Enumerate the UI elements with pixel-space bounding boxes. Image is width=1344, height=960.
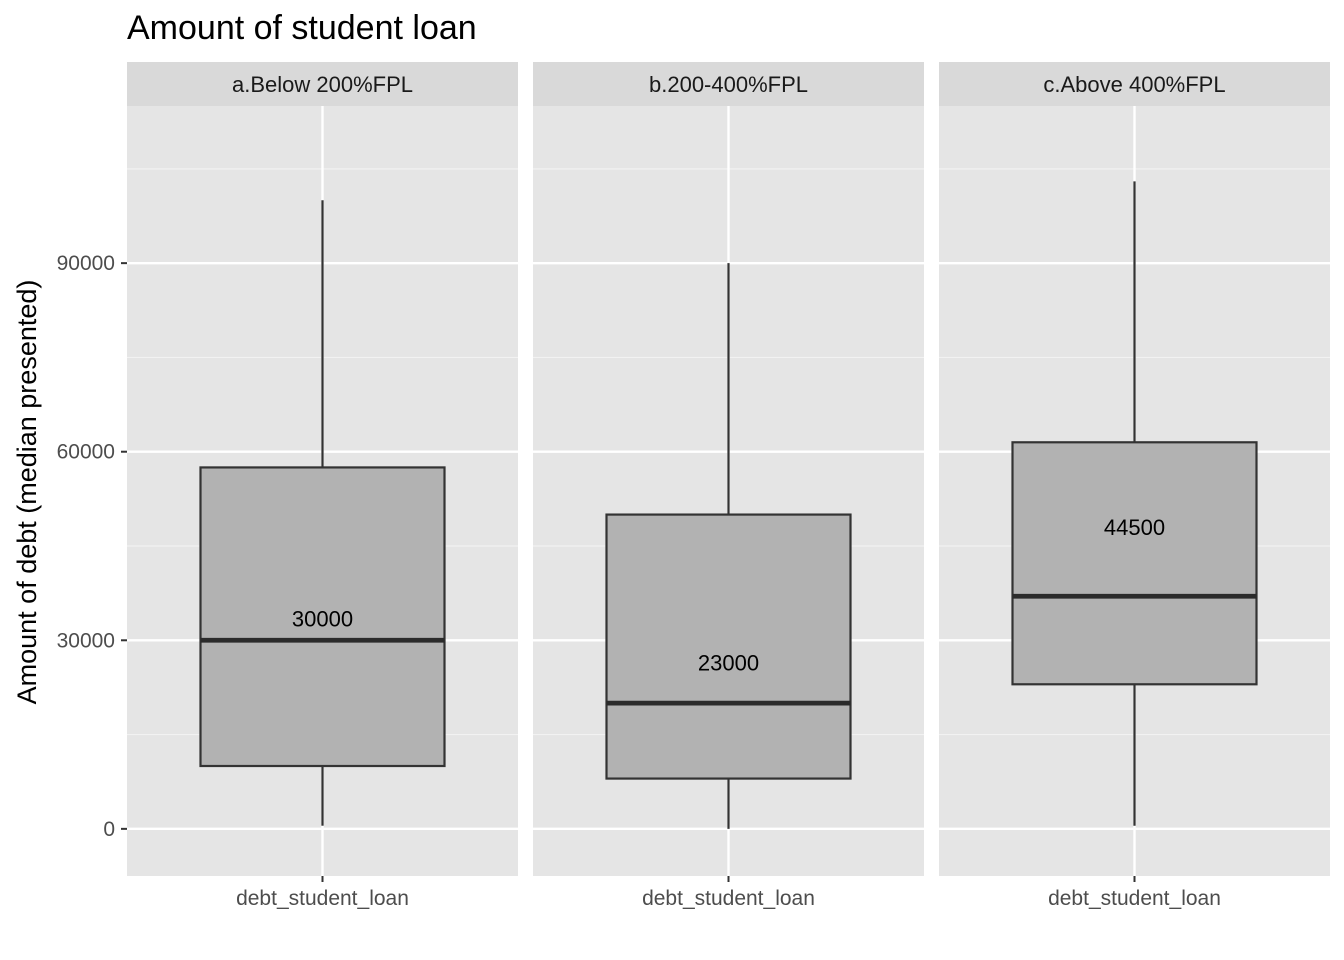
y-axis-title: Amount of debt (median presented)	[12, 280, 42, 705]
y-tick-label: 90000	[57, 252, 115, 275]
facet-strip-label: a.Below 200%FPL	[232, 72, 413, 97]
facet-strip	[533, 62, 924, 106]
median-value-label: 44500	[1104, 515, 1165, 540]
facet-strip	[939, 62, 1330, 106]
x-tick-label: debt_student_loan	[642, 887, 815, 910]
y-tick-label: 30000	[57, 629, 115, 652]
box	[605, 513, 852, 780]
facet-panel: a.Below 200%FPL 30000 debt_student_loan	[127, 62, 518, 910]
facet-panel: c.Above 400%FPL 44500 debt_student_loan	[939, 62, 1330, 910]
box	[199, 466, 446, 768]
median-value-label: 30000	[292, 606, 353, 631]
facet-strip-label: b.200-400%FPL	[649, 72, 808, 97]
y-tick-label: 0	[103, 818, 115, 841]
median-value-label: 23000	[698, 650, 759, 675]
facet-panel: b.200-400%FPL 23000 debt_student_loan	[533, 62, 924, 910]
box	[1011, 441, 1258, 686]
chart-title: Amount of student loan	[127, 9, 477, 47]
facet-strip-label: c.Above 400%FPL	[1043, 72, 1225, 97]
x-tick-label: debt_student_loan	[1048, 887, 1221, 910]
y-tick-label: 60000	[57, 441, 115, 464]
facet-panels: a.Below 200%FPL30000debt_student_loanb.2…	[127, 62, 1330, 910]
facet-strip	[127, 62, 518, 106]
y-axis: 0 30000 60000 90000	[57, 252, 127, 841]
x-tick-label: debt_student_loan	[236, 887, 409, 910]
